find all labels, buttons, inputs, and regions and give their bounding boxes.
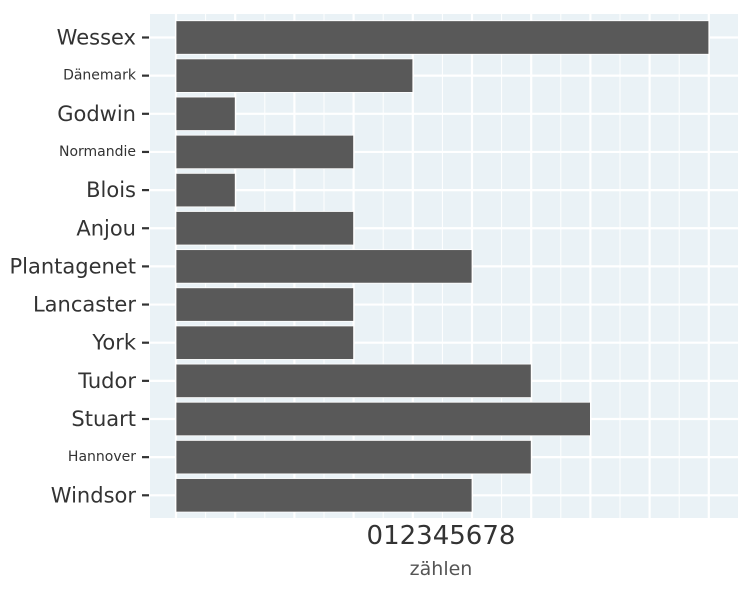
- x-tick-labels: 012345678: [367, 521, 516, 551]
- bar: [175, 478, 473, 513]
- y-tick-label: Windsor: [51, 483, 137, 507]
- bar: [175, 172, 236, 208]
- y-tick-label: Godwin: [57, 102, 136, 126]
- bar: [175, 287, 355, 322]
- bar: [175, 439, 532, 475]
- y-tick-label: Normandie: [59, 144, 136, 160]
- bar: [175, 363, 532, 399]
- x-axis-label: zählen: [410, 558, 473, 580]
- bar: [175, 249, 473, 284]
- y-tick-label: Dänemark: [63, 68, 137, 84]
- y-axis: Wessex Dänemark Godwin Normandie Blois Anjou P…: [10, 26, 149, 507]
- bar: [175, 134, 355, 170]
- y-tick-label: Hannover: [68, 449, 136, 465]
- bar: [175, 96, 236, 131]
- bar: [175, 58, 414, 93]
- bar: [175, 401, 591, 437]
- y-tick-label: Wessex: [57, 26, 136, 50]
- bar: [175, 20, 710, 55]
- y-tick-label: Plantagenet: [10, 254, 137, 278]
- bar: [175, 325, 355, 360]
- bar: [175, 211, 355, 246]
- y-tick-label: Anjou: [76, 216, 136, 240]
- y-tick-label: Blois: [86, 178, 136, 202]
- y-tick-label: Tudor: [77, 369, 136, 393]
- bars: [175, 20, 710, 513]
- y-tick-label: Lancaster: [33, 293, 136, 317]
- y-tick-label: York: [91, 331, 137, 355]
- y-tick-label: Stuart: [71, 407, 136, 431]
